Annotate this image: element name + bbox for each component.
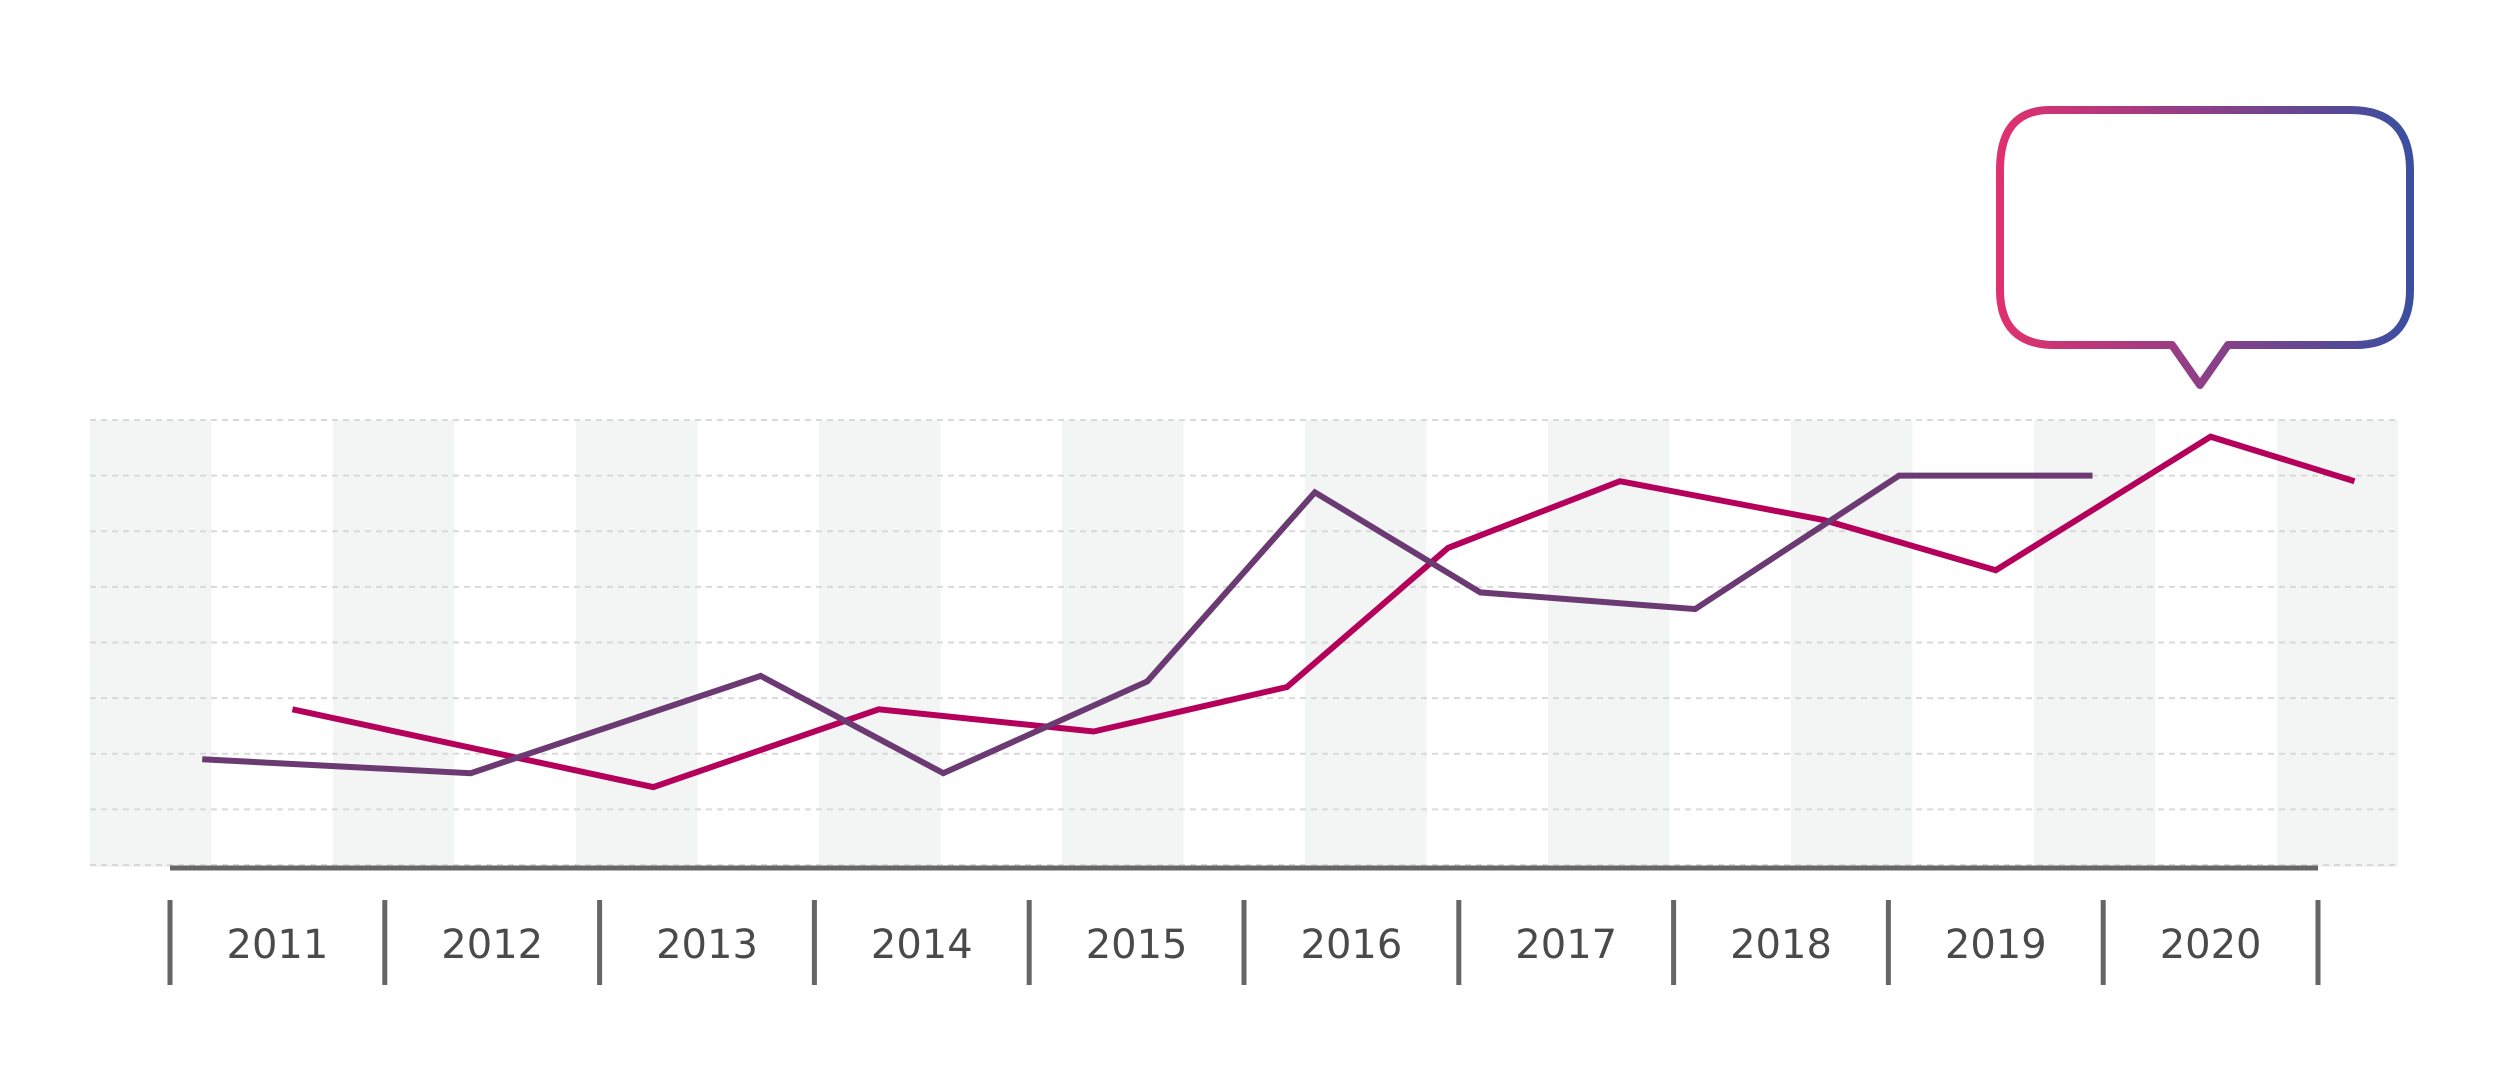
horizontal-gridlines <box>90 419 2400 866</box>
x-tick-label: 2017 <box>1515 922 1617 968</box>
x-tick-label: 2015 <box>1086 922 1188 968</box>
series-line-1 <box>291 433 2356 791</box>
x-tick-label: 2018 <box>1730 922 1832 968</box>
background-band <box>576 420 698 867</box>
x-tick-label: 2013 <box>656 922 758 968</box>
x-axis: 2011 2012 2013 2014 2015 2016 2017 2018 2019 2020 <box>167 865 2321 985</box>
x-tick-label: 2011 <box>227 922 329 968</box>
x-tick-label: 2016 <box>1301 922 1403 968</box>
x-tick-label: 2019 <box>1945 922 2047 968</box>
x-tick-label: 2012 <box>441 922 543 968</box>
callout-bubble <box>1996 106 2414 389</box>
x-tick-label: 2020 <box>2160 922 2262 968</box>
background-band <box>819 420 941 867</box>
x-tick-label: 2014 <box>871 922 973 968</box>
series-lines <box>202 433 2356 791</box>
series-line-2 <box>202 472 2093 777</box>
